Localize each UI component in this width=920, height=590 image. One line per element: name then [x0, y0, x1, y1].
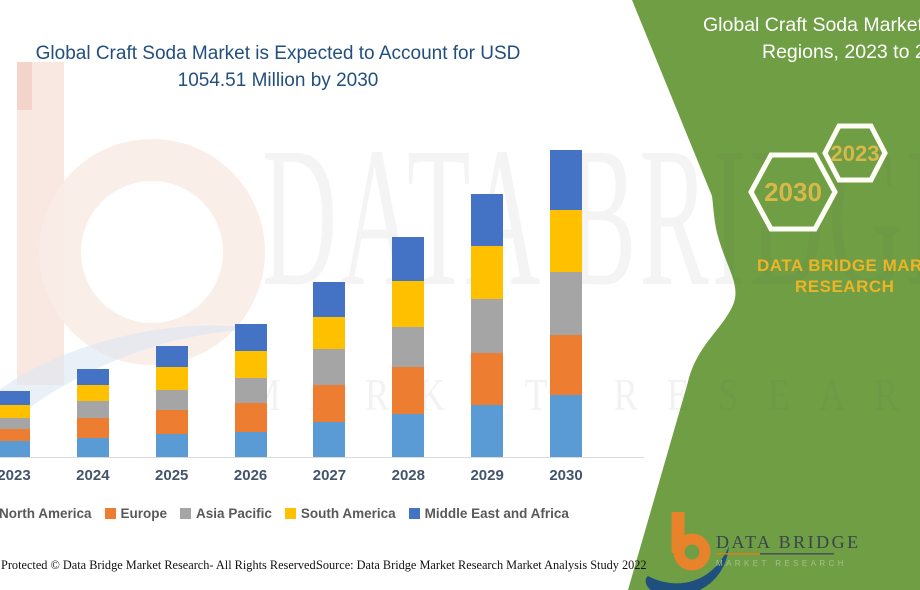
panel-title-line2: Regions, 2023 to 2030 [762, 41, 920, 63]
bar-segment-north-america [471, 404, 504, 457]
dbmr-logo-subtext: MARKET RESEARCH [716, 559, 847, 568]
legend-item-north-america: North America [0, 506, 92, 521]
bar-segment-europe [0, 429, 30, 442]
bar-segment-asia-pacific [392, 327, 425, 368]
legend-item-europe: Europe [104, 506, 168, 521]
bar-segment-south-america [392, 280, 425, 328]
legend-item-middle-east-and-africa: Middle East and Africa [408, 506, 569, 521]
bar-segment-north-america [550, 394, 583, 457]
x-axis-label-2025: 2025 [155, 467, 189, 484]
bar-segment-north-america [234, 431, 267, 457]
bar-segment-middle-east-and-africa [471, 194, 504, 246]
bar-segment-south-america [471, 245, 504, 299]
bar-segment-south-america [550, 210, 583, 273]
x-axis-label-2026: 2026 [233, 467, 268, 484]
brand-text-line2: RESEARCH [795, 277, 895, 296]
bar-group-2028 [392, 237, 425, 457]
footer-source: Source: Data Bridge Market Research Mark… [316, 558, 647, 572]
legend-label: North America [0, 506, 92, 521]
bar-segment-north-america [392, 413, 425, 457]
bar-segment-europe [471, 352, 504, 405]
bar-segment-asia-pacific [471, 298, 504, 353]
bar-segment-south-america [313, 317, 346, 349]
page-title-line1: Global Craft Soda Market is Expected to … [35, 43, 521, 64]
bar-segment-middle-east-and-africa [313, 281, 346, 318]
bar-segment-asia-pacific [313, 348, 346, 386]
brand-text-line1: DATA BRIDGE MARKET [757, 256, 920, 275]
panel-title-line1: Global Craft Soda Market, By [703, 14, 920, 36]
legend-label: Europe [120, 506, 168, 521]
bar-segment-asia-pacific [550, 272, 583, 336]
legend-swatch-icon [408, 508, 420, 519]
bar-segment-europe [550, 335, 583, 395]
x-axis-label-2024: 2024 [76, 467, 110, 484]
legend-label: Asia Pacific [196, 506, 272, 521]
legend-swatch-icon [180, 508, 192, 519]
bar-segment-middle-east-and-africa [550, 150, 583, 211]
footer-copyright: Protected © Data Bridge Market Research-… [1, 558, 319, 572]
bar-segment-north-america [155, 434, 188, 457]
chart-legend: North America Europe Asia Pacific South Ame… [0, 506, 569, 521]
legend-label: Middle East and Africa [424, 506, 569, 521]
x-axis-label-2028: 2028 [391, 467, 425, 484]
bar-group-2029 [471, 194, 504, 457]
bar-segment-north-america [313, 422, 346, 457]
hexagon-2023-label: 2023 [831, 141, 880, 166]
bar-segment-north-america [0, 441, 30, 457]
legend-label: South America [300, 506, 396, 521]
bar-segment-europe [392, 367, 425, 414]
bar-segment-north-america [76, 437, 109, 457]
x-axis-label-2029: 2029 [470, 467, 504, 484]
hexagon-2023-badge: 2023 [822, 123, 888, 183]
bar-group-2027 [313, 281, 346, 457]
bar-segment-middle-east-and-africa [392, 237, 425, 281]
dbmr-logo-wordmark: DATA BRIDGE [716, 532, 861, 552]
hexagon-2030-badge: 2030 [748, 152, 838, 232]
hexagon-badges: 2030 2023 [748, 123, 888, 232]
dbmr-logo-icon [645, 512, 729, 590]
bar-segment-europe [313, 385, 346, 423]
hexagon-2030-label: 2030 [764, 177, 822, 207]
x-axis-label-2027: 2027 [312, 467, 347, 484]
page-title-line2: 1054.51 Million by 2030 [177, 70, 379, 91]
x-axis-label-2023: 2023 [0, 467, 31, 484]
bar-group-2030 [550, 150, 583, 457]
legend-swatch-icon [284, 508, 296, 519]
legend-swatch-icon [104, 508, 116, 519]
x-axis-label-2030: 2030 [549, 467, 583, 484]
page-title: Global Craft Soda Market is Expected to … [0, 40, 556, 94]
legend-item-asia-pacific: Asia Pacific [180, 506, 272, 521]
legend-item-south-america: South America [284, 506, 396, 521]
